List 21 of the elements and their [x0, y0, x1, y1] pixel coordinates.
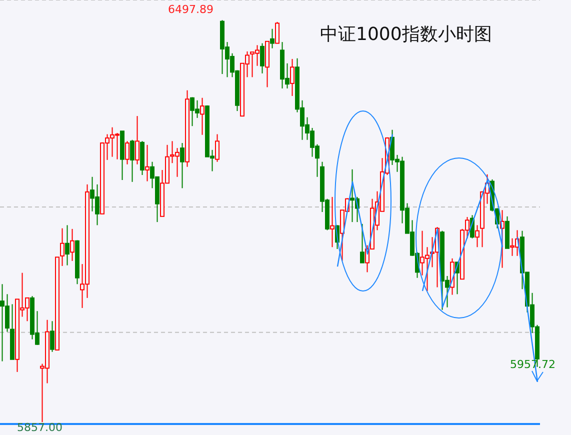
candlestick: [135, 116, 140, 165]
candlestick: [475, 224, 480, 248]
candlestick: [260, 42, 264, 74]
candlestick: [270, 28, 274, 49]
text: 中证1000指数小时图: [320, 23, 492, 46]
candlestick: [50, 320, 54, 352]
candlestick: [65, 224, 70, 266]
candlestick: [290, 58, 294, 96]
annotation: 6497.89: [168, 3, 214, 16]
candlestick: [330, 196, 334, 248]
candlestick: [275, 21, 280, 44]
candlestick: [145, 144, 150, 182]
candlestick: [180, 142, 184, 189]
candlestick: [125, 140, 130, 165]
candlestick: [360, 223, 364, 264]
candlestick: [215, 134, 220, 162]
candlestick: [70, 228, 74, 262]
candlestick: [200, 97, 204, 136]
annotation: 5857.00: [17, 421, 62, 434]
candlestick: [130, 139, 134, 182]
candlestick: [60, 228, 64, 266]
